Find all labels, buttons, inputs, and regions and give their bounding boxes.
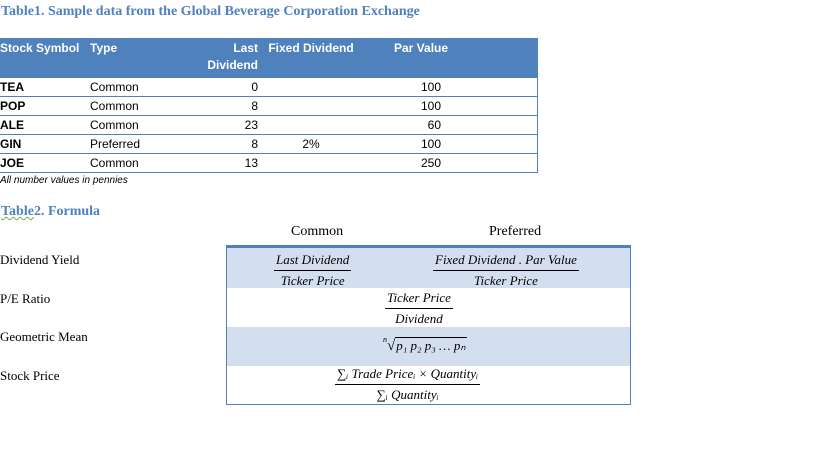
sample-data-table: Stock Symbol Type Last Dividend Fixed Di… <box>0 38 538 173</box>
fraction-denominator: ∑ᵢ Quantityᵢ <box>376 387 439 402</box>
cell-fixed-dividend: 2% <box>258 134 364 154</box>
formula-dividend-yield-preferred: Fixed Dividend . Par Value Ticker Price <box>433 252 579 289</box>
cell-last-dividend: 8 <box>200 96 258 116</box>
cell-type: Preferred <box>90 134 200 154</box>
fraction-numerator: Fixed Dividend . Par Value <box>433 252 579 271</box>
fraction-numerator: ∑ᵢ Trade Priceᵢ × Quantityᵢ <box>335 366 481 385</box>
cell-type: Common <box>90 96 200 116</box>
cell-par-value: 250 <box>364 153 538 173</box>
table1-caption: Table1. Sample data from the Global Beve… <box>1 4 420 19</box>
column-header-common: Common <box>291 224 344 239</box>
cell-symbol: ALE <box>0 115 90 135</box>
table-row: GIN Preferred 8 2% 100 <box>0 134 538 154</box>
cell-fixed-dividend <box>258 77 364 97</box>
row-label-pe-ratio: P/E Ratio <box>0 291 51 306</box>
cell-last-dividend: 13 <box>200 153 258 173</box>
table1-note: All number values in pennies <box>0 175 128 186</box>
cell-last-dividend: 0 <box>200 77 258 97</box>
formula-stock-price: ∑ᵢ Trade Priceᵢ × Quantityᵢ ∑ᵢ Quantityᵢ <box>335 366 481 403</box>
cell-symbol: GIN <box>0 134 90 154</box>
cell-par-value: 100 <box>364 77 538 97</box>
cell-fixed-dividend <box>258 96 364 116</box>
table-row: POP Common 8 100 <box>0 96 538 116</box>
table-header-row: Stock Symbol Type Last Dividend Fixed Di… <box>0 38 538 78</box>
cell-par-value: 100 <box>364 96 538 116</box>
cell-par-value: 60 <box>364 115 538 135</box>
fraction-denominator: Ticker Price <box>280 273 345 288</box>
formula-pe-ratio: Ticker Price Dividend <box>385 290 453 327</box>
formula-table-frame <box>226 245 631 405</box>
cell-fixed-dividend <box>258 153 364 173</box>
fraction-denominator: Ticker Price <box>473 273 538 288</box>
header-stock-symbol: Stock Symbol <box>0 38 90 78</box>
radical-sign-icon: √ <box>387 338 396 354</box>
row-label-stock-price: Stock Price <box>0 368 60 383</box>
row-label-dividend-yield: Dividend Yield <box>0 252 80 267</box>
table-row: JOE Common 13 250 <box>0 153 538 173</box>
cell-fixed-dividend <box>258 115 364 135</box>
cell-last-dividend: 23 <box>200 115 258 135</box>
fraction-denominator: Dividend <box>395 311 443 326</box>
table-row: ALE Common 23 60 <box>0 115 538 135</box>
cell-symbol: TEA <box>0 77 90 97</box>
header-par-value: Par Value <box>364 38 538 78</box>
cell-last-dividend: 8 <box>200 134 258 154</box>
cell-type: Common <box>90 153 200 173</box>
formula-dividend-yield-common: Last Dividend Ticker Price <box>274 252 352 289</box>
cell-symbol: JOE <box>0 153 90 173</box>
row-label-geometric-mean: Geometric Mean <box>0 329 88 344</box>
table2-caption-rest: 2. Formula <box>33 204 101 219</box>
table2-caption-word: Table <box>1 204 34 219</box>
column-header-preferred: Preferred <box>489 224 542 239</box>
row-band-geometric-mean <box>227 327 630 366</box>
cell-type: Common <box>90 77 200 97</box>
fraction-numerator: Last Dividend <box>274 252 352 271</box>
cell-par-value: 100 <box>364 134 538 154</box>
table-row: TEA Common 0 100 <box>0 77 538 97</box>
cell-type: Common <box>90 115 200 135</box>
row-band-dividend-yield <box>227 248 630 288</box>
fraction-numerator: Ticker Price <box>385 290 453 309</box>
formula-geometric-mean: n√p₁ p₂ p₃ … pₙ <box>383 335 467 355</box>
cell-symbol: POP <box>0 96 90 116</box>
header-fixed-dividend: Fixed Dividend <box>258 38 364 78</box>
root-index: n <box>383 335 387 344</box>
header-last-dividend: Last Dividend <box>200 38 258 78</box>
table2-caption: Table2. Formula <box>1 204 100 220</box>
radicand: p₁ p₂ p₃ … pₙ <box>395 337 467 353</box>
header-type: Type <box>90 38 200 78</box>
